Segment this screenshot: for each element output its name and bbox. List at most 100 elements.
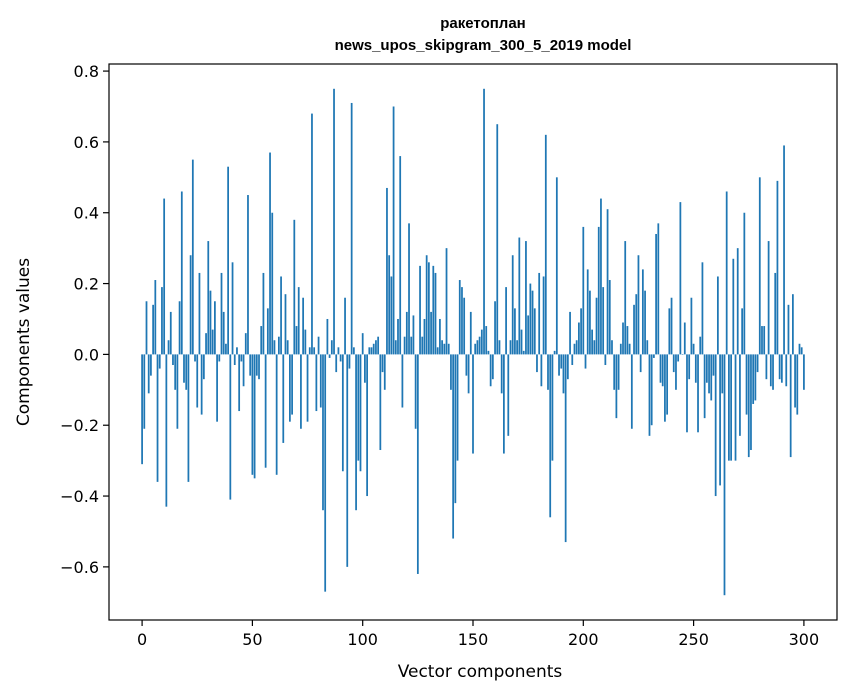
bar-239 [668, 308, 671, 355]
bar-162 [498, 340, 501, 355]
bar-153 [478, 336, 481, 355]
bar-244 [679, 202, 682, 355]
bar-58 [269, 152, 271, 355]
bar-271 [739, 354, 741, 436]
bar-120 [405, 311, 408, 355]
bar-180 [538, 272, 541, 355]
bar-279 [756, 354, 759, 373]
bar-131 [430, 311, 432, 355]
bar-89 [337, 347, 340, 355]
bar-159 [491, 354, 494, 380]
bar-4 [150, 354, 152, 376]
bar-63 [280, 276, 282, 355]
bar-121 [408, 223, 410, 355]
bar-74 [304, 329, 307, 355]
bar-201 [584, 354, 587, 369]
bar-8 [158, 354, 161, 369]
bar-80 [317, 336, 320, 355]
bar-60 [273, 340, 276, 355]
bar-97 [355, 354, 357, 511]
bar-196 [573, 343, 576, 355]
bar-77 [311, 113, 313, 355]
bar-252 [697, 354, 699, 433]
bar-223 [633, 304, 635, 355]
bar-270 [736, 248, 739, 355]
bar-5 [152, 304, 154, 355]
bar-255 [703, 354, 706, 419]
bar-218 [622, 322, 624, 355]
bar-76 [308, 347, 311, 355]
bar-296 [794, 354, 796, 408]
bar-9 [161, 287, 163, 355]
bar-43 [236, 347, 238, 355]
bar-227 [641, 269, 644, 355]
bar-253 [699, 336, 702, 355]
x-axis-label: Vector components [398, 662, 563, 682]
bar-13 [169, 311, 172, 355]
bar-1 [143, 354, 146, 429]
bar-174 [525, 241, 527, 355]
bar-209 [602, 287, 605, 355]
bar-210 [604, 354, 607, 366]
bar-188 [555, 177, 558, 355]
x-tick-label-50: 50 [242, 630, 262, 649]
bar-47 [244, 333, 247, 355]
bar-3 [147, 354, 150, 394]
bar-258 [710, 354, 713, 401]
bar-183 [544, 134, 547, 355]
bar-150 [472, 354, 474, 454]
bar-19 [183, 354, 185, 383]
bar-136 [441, 340, 443, 355]
bar-84 [326, 318, 329, 355]
bar-117 [399, 156, 402, 355]
bar-106 [375, 340, 377, 355]
bar-20 [185, 354, 188, 390]
bar-116 [397, 318, 399, 355]
bar-167 [509, 340, 512, 355]
bar-22 [189, 255, 192, 355]
bar-179 [536, 354, 538, 373]
bar-240 [670, 297, 673, 355]
bar-175 [527, 315, 530, 355]
bar-192 [564, 354, 567, 543]
y-tick-label--0.4: −0.4 [60, 487, 99, 506]
bar-265 [725, 191, 728, 355]
bar-149 [469, 311, 472, 355]
bar-39 [227, 166, 229, 355]
bar-104 [370, 347, 373, 355]
bar-243 [677, 354, 680, 362]
bar-38 [225, 343, 227, 355]
bar-268 [732, 258, 735, 355]
bar-190 [560, 354, 563, 369]
bar-171 [518, 237, 521, 355]
bar-145 [461, 287, 463, 355]
bar-299 [800, 347, 803, 355]
bar-135 [439, 318, 441, 355]
bar-66 [286, 340, 289, 355]
bar-208 [600, 198, 602, 355]
bar-172 [520, 329, 523, 355]
bar-148 [467, 354, 470, 394]
bar-222 [630, 354, 633, 429]
plot-frame [108, 63, 838, 621]
bar-300 [803, 354, 805, 390]
bar-67 [289, 354, 291, 422]
bar-225 [637, 255, 640, 355]
bar-238 [666, 354, 669, 415]
bar-29 [205, 333, 207, 355]
bar-230 [648, 354, 651, 436]
bar-41 [231, 262, 234, 355]
bar-233 [655, 233, 657, 355]
bar-16 [176, 354, 179, 429]
y-tick-label-0.0: 0.0 [74, 345, 99, 364]
bar-234 [657, 223, 660, 355]
bar-78 [313, 347, 316, 355]
bar-198 [578, 322, 580, 355]
bar-134 [436, 347, 439, 355]
bar-182 [542, 276, 545, 355]
bar-160 [494, 301, 496, 355]
bar-95 [350, 102, 353, 355]
bar-250 [692, 343, 695, 355]
bar-137 [443, 343, 446, 355]
bar-169 [514, 308, 516, 355]
